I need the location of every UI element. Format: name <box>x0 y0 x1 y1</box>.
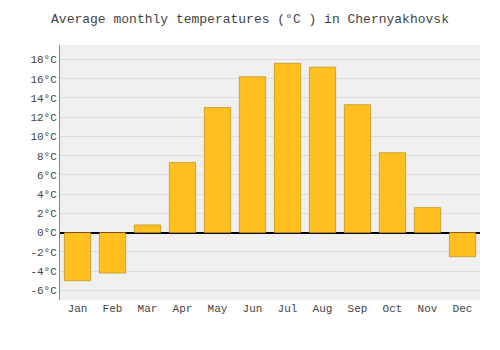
svg-text:0°C: 0°C <box>37 227 57 239</box>
svg-text:Jan: Jan <box>68 303 88 315</box>
svg-text:Dec: Dec <box>453 303 473 315</box>
svg-text:18°C: 18°C <box>30 54 57 66</box>
svg-text:Nov: Nov <box>418 303 438 315</box>
svg-text:8°C: 8°C <box>37 151 57 163</box>
svg-text:-6°C: -6°C <box>30 285 57 297</box>
svg-text:14°C: 14°C <box>30 93 57 105</box>
svg-text:4°C: 4°C <box>37 189 57 201</box>
svg-text:Sep: Sep <box>348 303 368 315</box>
svg-text:Feb: Feb <box>103 303 123 315</box>
svg-text:-4°C: -4°C <box>30 266 57 278</box>
svg-text:6°C: 6°C <box>37 170 57 182</box>
svg-text:Apr: Apr <box>173 303 193 315</box>
svg-text:12°C: 12°C <box>30 112 57 124</box>
svg-text:2°C: 2°C <box>37 208 57 220</box>
svg-text:16°C: 16°C <box>30 74 57 86</box>
svg-text:Average monthly temperatures (: Average monthly temperatures (°C ) in Ch… <box>51 12 449 27</box>
svg-text:-2°C: -2°C <box>30 247 57 259</box>
svg-text:May: May <box>208 303 228 315</box>
svg-text:Oct: Oct <box>383 303 403 315</box>
svg-text:Aug: Aug <box>313 303 333 315</box>
svg-text:Jun: Jun <box>243 303 263 315</box>
svg-text:Jul: Jul <box>278 303 298 315</box>
svg-text:10°C: 10°C <box>30 131 57 143</box>
svg-text:Mar: Mar <box>138 303 158 315</box>
